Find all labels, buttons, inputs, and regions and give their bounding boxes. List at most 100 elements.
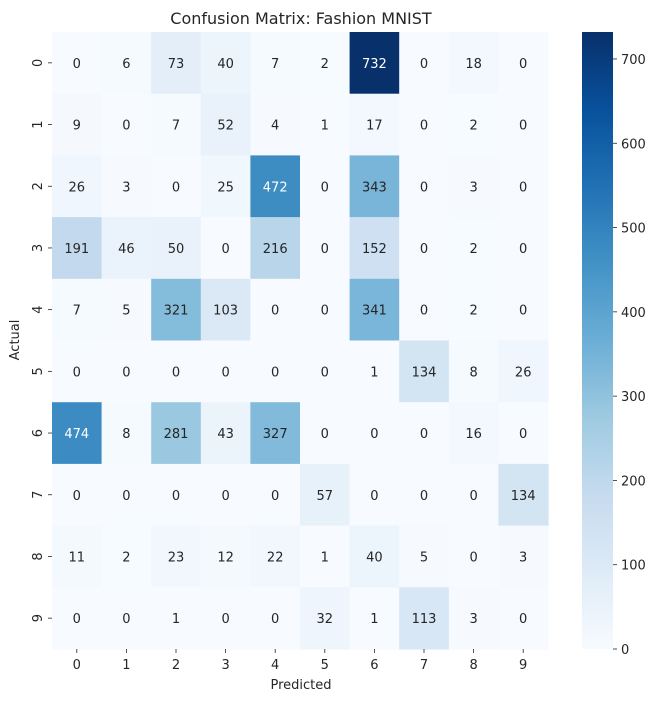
heatmap-cell-r5-c4	[250, 340, 301, 403]
heatmap-cell-r0-c8	[448, 32, 499, 95]
cell-label-r6-c1: 8	[122, 427, 130, 442]
heatmap-cell-r7-c7	[399, 463, 450, 527]
heatmap-cell-r5-c0	[52, 340, 103, 403]
cell-label-r3-c6: 152	[362, 242, 387, 257]
x-tick-label-5: 5	[321, 658, 329, 673]
heatmap-cell-r9-c2	[151, 587, 202, 650]
heatmap-cell-r6-c5	[300, 402, 351, 465]
cell-label-r1-c5: 1	[321, 119, 329, 134]
cell-label-r5-c3: 0	[221, 365, 229, 380]
cell-label-r0-c8: 18	[465, 57, 482, 72]
heatmap-cell-r9-c1	[101, 587, 152, 650]
heatmap-cell-r6-c2	[151, 402, 202, 465]
cell-label-r4-c4: 0	[271, 304, 279, 319]
heatmap-cell-r5-c2	[151, 340, 202, 403]
cell-label-r3-c5: 0	[321, 242, 329, 257]
cell-label-r7-c7: 0	[420, 489, 428, 504]
heatmap-cell-r0-c5	[300, 32, 351, 95]
cell-label-r3-c8: 2	[469, 242, 477, 257]
cell-label-r0-c1: 6	[122, 57, 130, 72]
heatmap-cell-r2-c9	[498, 155, 549, 218]
cell-label-r0-c7: 0	[420, 57, 428, 72]
cell-label-r5-c2: 0	[172, 365, 180, 380]
cell-label-r6-c7: 0	[420, 427, 428, 442]
heatmap-cell-r8-c8	[448, 525, 499, 588]
cell-label-r3-c1: 46	[118, 242, 135, 257]
cell-label-r9-c5: 32	[317, 612, 334, 627]
heatmap-cell-r5-c9	[498, 340, 549, 403]
heatmap-cell-r0-c9	[498, 32, 549, 95]
cell-label-r9-c2: 1	[172, 612, 180, 627]
heatmap-cell-r7-c9	[498, 463, 549, 527]
cell-label-r8-c8: 0	[469, 550, 477, 565]
cell-label-r8-c5: 1	[321, 550, 329, 565]
x-tick-label-7: 7	[420, 658, 428, 673]
cell-label-r3-c3: 0	[221, 242, 229, 257]
heatmap-cell-r7-c4	[250, 463, 301, 527]
heatmap-cell-r0-c3	[200, 32, 251, 95]
heatmap-cell-r7-c1	[101, 463, 152, 527]
colorbar-ticks: 0 100 200 300 400 500 600 700	[613, 53, 646, 658]
chart-title: Confusion Matrix: Fashion MNIST	[170, 9, 432, 28]
cell-label-r8-c9: 3	[519, 550, 527, 565]
heatmap-cell-r9-c3	[200, 587, 251, 650]
heatmap-cell-r1-c7	[399, 93, 450, 156]
x-tick-label-2: 2	[172, 658, 180, 673]
heatmap-cell-r3-c8	[448, 217, 499, 280]
heatmap-cell-r8-c6	[349, 525, 400, 588]
cell-label-r5-c8: 8	[469, 365, 477, 380]
cell-label-r1-c1: 0	[122, 119, 130, 134]
cell-label-r7-c2: 0	[172, 489, 180, 504]
cell-label-r6-c0: 474	[64, 427, 89, 442]
heatmap-cell-r1-c6	[349, 93, 400, 156]
heatmap-cell-r5-c5	[300, 340, 351, 403]
heatmap-cell-r1-c5	[300, 93, 351, 156]
colorbar	[582, 32, 613, 649]
heatmap-cell-r1-c8	[448, 93, 499, 156]
heatmap-cell-r0-c7	[399, 32, 450, 95]
cell-label-r3-c0: 191	[64, 242, 89, 257]
heatmap-cell-r3-c1	[101, 217, 152, 280]
heatmap-cell-r6-c8	[448, 402, 499, 465]
y-tick-label-5: 5	[31, 367, 46, 375]
cell-label-r6-c9: 0	[519, 427, 527, 442]
heatmap-cell-r1-c9	[498, 93, 549, 156]
cell-label-r7-c1: 0	[122, 489, 130, 504]
y-tick-label-8: 8	[31, 552, 46, 560]
heatmap-cell-r2-c5	[300, 155, 351, 218]
cell-label-r2-c7: 0	[420, 180, 428, 195]
heatmap-cell-r9-c9	[498, 587, 549, 650]
heatmap-cell-r6-c4	[250, 402, 301, 465]
heatmap-cell-r3-c3	[200, 217, 251, 280]
heatmap-cell-r8-c5	[300, 525, 351, 588]
cell-label-r0-c3: 40	[217, 57, 234, 72]
heatmap-cell-r1-c1	[101, 93, 152, 156]
cell-label-r7-c0: 0	[73, 489, 81, 504]
cell-label-r5-c4: 0	[271, 365, 279, 380]
y-axis-ticks: 0 1 2 3 4 5 6 7 8 9	[31, 59, 52, 622]
heatmap-cell-r2-c7	[399, 155, 450, 218]
cell-label-r4-c2: 321	[164, 304, 189, 319]
x-tick-label-6: 6	[370, 658, 378, 673]
heatmap-cell-r8-c1	[101, 525, 152, 588]
heatmap-cell-r6-c9	[498, 402, 549, 465]
heatmap-cell-r1-c2	[151, 93, 202, 156]
cell-label-r2-c5: 0	[321, 180, 329, 195]
heatmap-cell-r7-c2	[151, 463, 202, 527]
heatmap-cell-r8-c3	[200, 525, 251, 588]
cell-label-r1-c3: 52	[217, 119, 234, 134]
heatmap-cell-r3-c7	[399, 217, 450, 280]
heatmap-cell-r4-c8	[448, 278, 499, 342]
cell-label-r9-c1: 0	[122, 612, 130, 627]
x-tick-label-4: 4	[271, 658, 279, 673]
heatmap-cell-r0-c4	[250, 32, 301, 95]
heatmap-cell-r2-c8	[448, 155, 499, 218]
cell-label-r5-c0: 0	[73, 365, 81, 380]
heatmap-cell-r3-c9	[498, 217, 549, 280]
x-tick-label-3: 3	[221, 658, 229, 673]
cell-label-r4-c0: 7	[73, 304, 81, 319]
heatmap-cell-r2-c3	[200, 155, 251, 218]
heatmap-cell-r5-c3	[200, 340, 251, 403]
heatmap-cell-r4-c2	[151, 278, 202, 342]
